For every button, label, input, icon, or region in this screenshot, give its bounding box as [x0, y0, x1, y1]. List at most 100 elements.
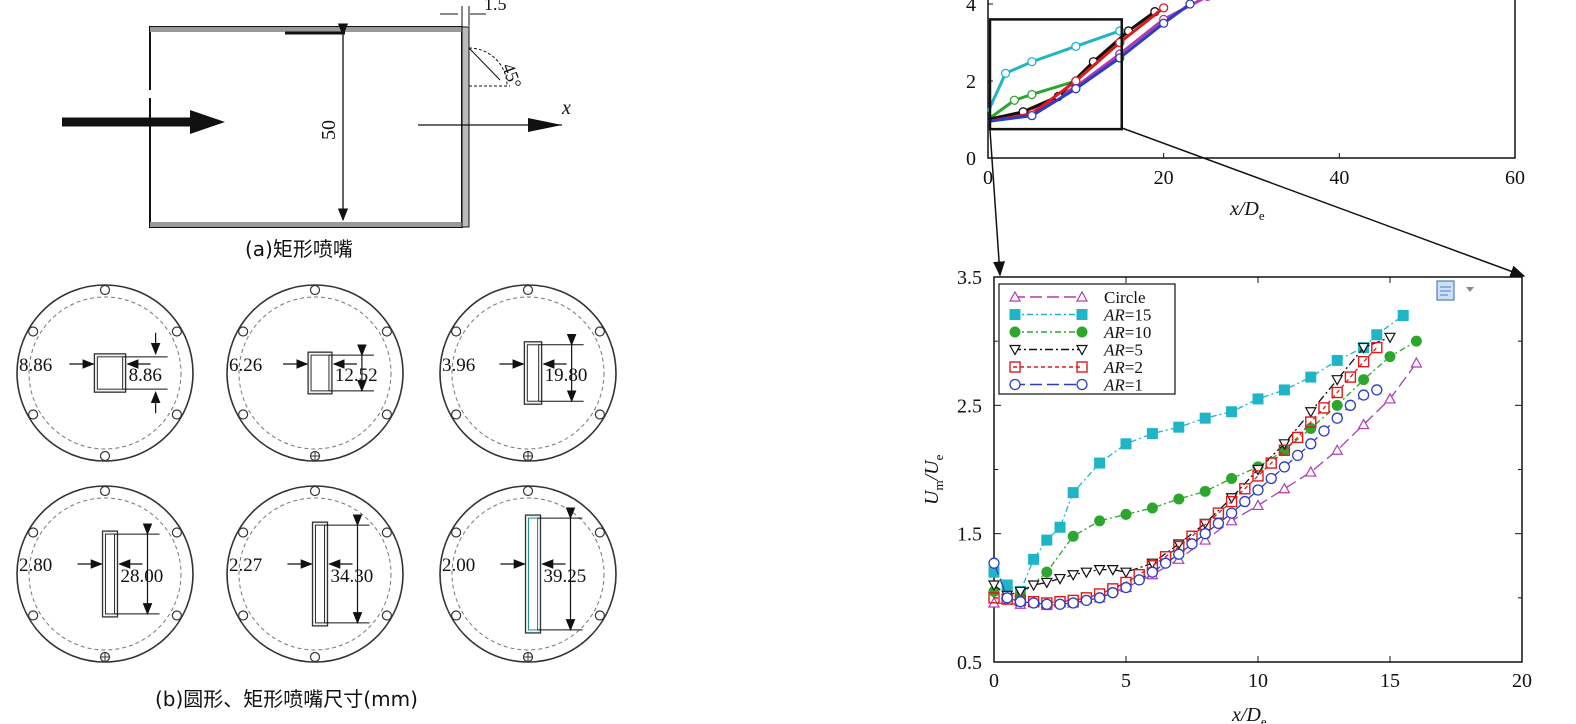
- data-point: [1252, 470, 1264, 482]
- data-point: [1278, 439, 1291, 451]
- data-point: [1383, 392, 1397, 404]
- data-point: [1226, 472, 1238, 484]
- bolt-hole: [99, 284, 111, 296]
- bolt-circle: [451, 497, 605, 651]
- x-axis-label-sub: e: [1259, 208, 1265, 223]
- bolt-hole: [451, 527, 462, 538]
- data-point: [1331, 412, 1343, 424]
- x-tick-label: 20: [1512, 670, 1532, 692]
- flange-3: 3.96 19.80: [439, 284, 617, 462]
- data-point: [1305, 416, 1317, 428]
- data-point: [1304, 407, 1317, 418]
- y-tick-label: 2.5: [957, 395, 982, 417]
- data-point: [1027, 111, 1037, 121]
- data-point: [1226, 406, 1238, 418]
- bolt-hole: [451, 409, 462, 420]
- x-tick-label: 20: [1154, 167, 1174, 189]
- panel-a-caption: (a)矩形喷嘴: [245, 237, 353, 261]
- nozzle-slot: [526, 344, 540, 402]
- data-point: [1251, 464, 1265, 476]
- bolt-hole: [28, 326, 39, 337]
- data-point: [987, 580, 1001, 592]
- legend-entry: AR=2: [1009, 358, 1143, 377]
- data-point: [1199, 412, 1211, 424]
- bolt-hole: [171, 610, 182, 621]
- data-point: [1331, 375, 1344, 386]
- data-point: [1318, 402, 1330, 414]
- data-point: [1265, 472, 1277, 485]
- data-point: [1173, 493, 1185, 505]
- legend-entry: AR=1: [1009, 376, 1143, 395]
- data-point: [1053, 573, 1067, 585]
- width-dimension-label: 8.86: [19, 355, 52, 376]
- bolt-hole: [28, 409, 39, 420]
- data-point: [1080, 567, 1093, 579]
- height-dimension-label: 34.30: [331, 566, 374, 587]
- bolt-hole: [381, 610, 392, 621]
- bolt-hole: [594, 527, 605, 538]
- bolt-hole: [594, 409, 605, 420]
- data-point: [1076, 378, 1088, 391]
- legend-label: AR=15: [1103, 306, 1151, 325]
- width-dimension-label: 2.27: [229, 555, 262, 576]
- y-tick-label: 3.5: [957, 267, 982, 289]
- bolt-hole: [381, 527, 392, 538]
- data-point: [1067, 530, 1079, 542]
- data-point: [1008, 344, 1022, 356]
- data-point: [1371, 341, 1383, 354]
- data-point: [1278, 482, 1291, 494]
- legend-label-value: Circle: [1104, 288, 1146, 307]
- data-point: [1071, 84, 1081, 94]
- data-point: [1225, 514, 1238, 526]
- bolt-hole: [238, 527, 249, 538]
- nozzle-slot: [105, 533, 115, 615]
- data-point: [1054, 598, 1066, 610]
- bolt-hole: [238, 610, 249, 621]
- chamfer-angle-label: 45°: [498, 61, 525, 92]
- legend-entry: Circle: [1008, 288, 1146, 307]
- document-icon[interactable]: [1436, 280, 1474, 301]
- y-tick-label: 2: [966, 71, 976, 93]
- data-point: [1278, 444, 1291, 456]
- data-point: [1041, 534, 1053, 546]
- data-point: [1186, 538, 1198, 550]
- width-dimension-label: 2.80: [19, 555, 52, 576]
- data-point: [1075, 344, 1089, 356]
- bolt-hole: [309, 284, 321, 296]
- data-point: [1009, 309, 1021, 320]
- data-point: [1080, 594, 1093, 607]
- bolt-hole: [451, 326, 462, 337]
- zoom-connector-right-arrow: [1121, 127, 1526, 277]
- bolt-circle: [28, 497, 182, 651]
- data-point: [1027, 580, 1040, 592]
- dropdown-chevron-icon[interactable]: [1466, 287, 1474, 292]
- data-point: [1410, 356, 1423, 368]
- data-point: [1159, 18, 1169, 28]
- x-axis-label-main: x/D: [1229, 198, 1259, 220]
- bolt-hole: [28, 610, 39, 621]
- data-point: [1001, 592, 1013, 604]
- data-point: [1357, 389, 1370, 401]
- x-tick-label: 0: [983, 167, 993, 189]
- data-point: [1000, 68, 1011, 78]
- flange-2: 6.26 12.52: [226, 284, 404, 462]
- data-point: [1009, 326, 1021, 338]
- data-point: [988, 557, 1000, 569]
- data-point: [1119, 567, 1133, 579]
- data-point: [1331, 386, 1343, 399]
- nozzle-slot: [528, 517, 538, 631]
- legend-label: AR=10: [1103, 323, 1151, 342]
- data-point: [1278, 384, 1290, 396]
- data-point: [1358, 374, 1370, 386]
- data-point: [1009, 378, 1021, 391]
- data-point: [1014, 596, 1027, 608]
- data-point: [1076, 309, 1088, 320]
- x-axis-arrow: [528, 118, 562, 132]
- data-point: [1107, 587, 1119, 599]
- data-point: [1185, 0, 1195, 9]
- width-dimension-label: 2.00: [442, 555, 475, 576]
- bolt-hole: [238, 326, 249, 337]
- data-point: [1120, 438, 1132, 450]
